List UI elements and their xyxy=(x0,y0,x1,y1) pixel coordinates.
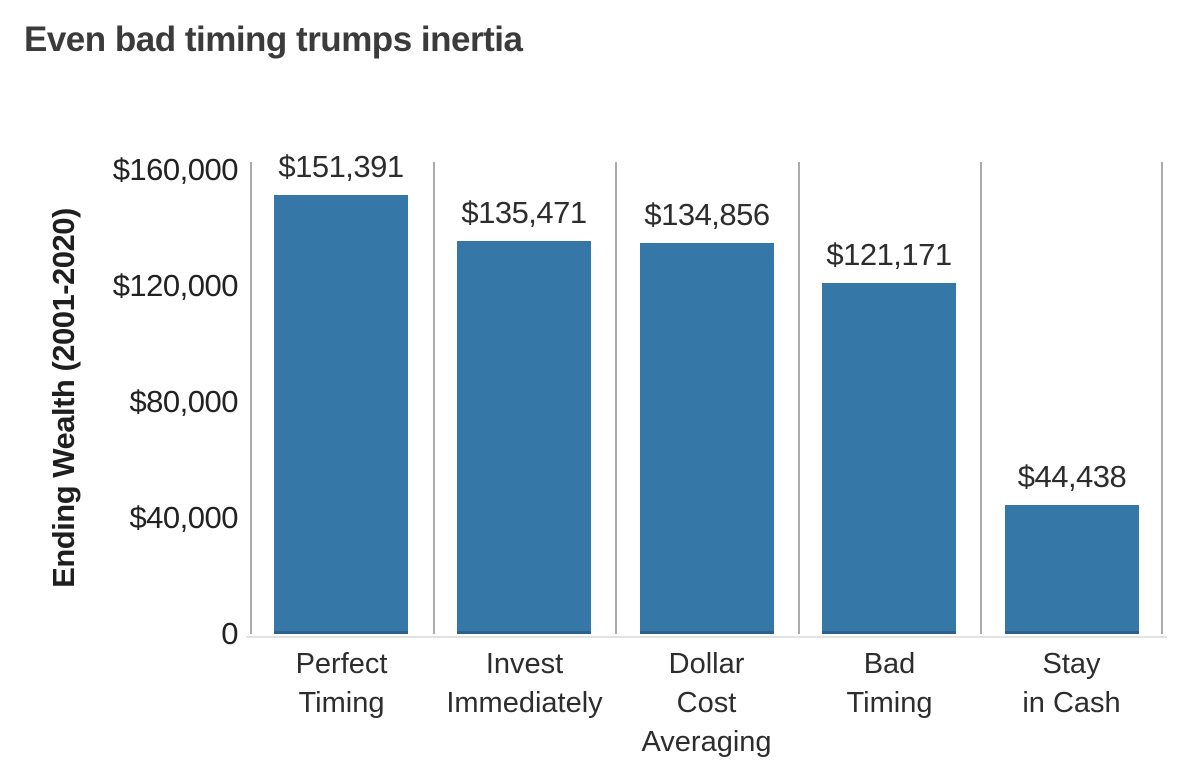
bar-2 xyxy=(457,241,591,634)
vertical-gridline xyxy=(980,162,983,634)
bar-value-label: $135,471 xyxy=(461,195,587,230)
vertical-gridline xyxy=(250,162,252,634)
bar-value-label: $44,438 xyxy=(1017,459,1127,494)
x-category-label: Invest Immediately xyxy=(446,648,603,719)
x-axis-baseline xyxy=(246,636,1167,638)
bar-5 xyxy=(1005,505,1139,634)
vertical-gridline xyxy=(1161,162,1163,634)
x-category-label: Stay in Cash xyxy=(1022,648,1121,719)
y-tick-label: 0 xyxy=(221,616,238,651)
bar-value-label: $134,856 xyxy=(644,197,770,232)
y-tick-label: $160,000 xyxy=(112,152,239,187)
vertical-gridline xyxy=(615,162,618,634)
bar-3 xyxy=(640,243,774,634)
y-tick-label: $40,000 xyxy=(129,500,238,535)
bar-value-label: $121,171 xyxy=(826,237,952,272)
bar-1 xyxy=(274,195,408,634)
vertical-gridline xyxy=(797,162,800,634)
vertical-gridline xyxy=(432,162,435,634)
bar-value-label: $151,391 xyxy=(278,149,404,184)
chart-title: Even bad timing trumps inertia xyxy=(24,20,523,59)
x-category-label: Bad Timing xyxy=(846,648,933,719)
plot-area xyxy=(246,162,1167,638)
x-category-label: Dollar Cost Averaging xyxy=(641,648,772,758)
x-category-label: Perfect Timing xyxy=(295,648,388,719)
y-axis-title: Ending Wealth (2001-2020) xyxy=(46,208,81,588)
y-tick-label: $80,000 xyxy=(129,384,238,419)
y-tick-label: $120,000 xyxy=(112,268,239,303)
bar-4 xyxy=(822,283,956,634)
